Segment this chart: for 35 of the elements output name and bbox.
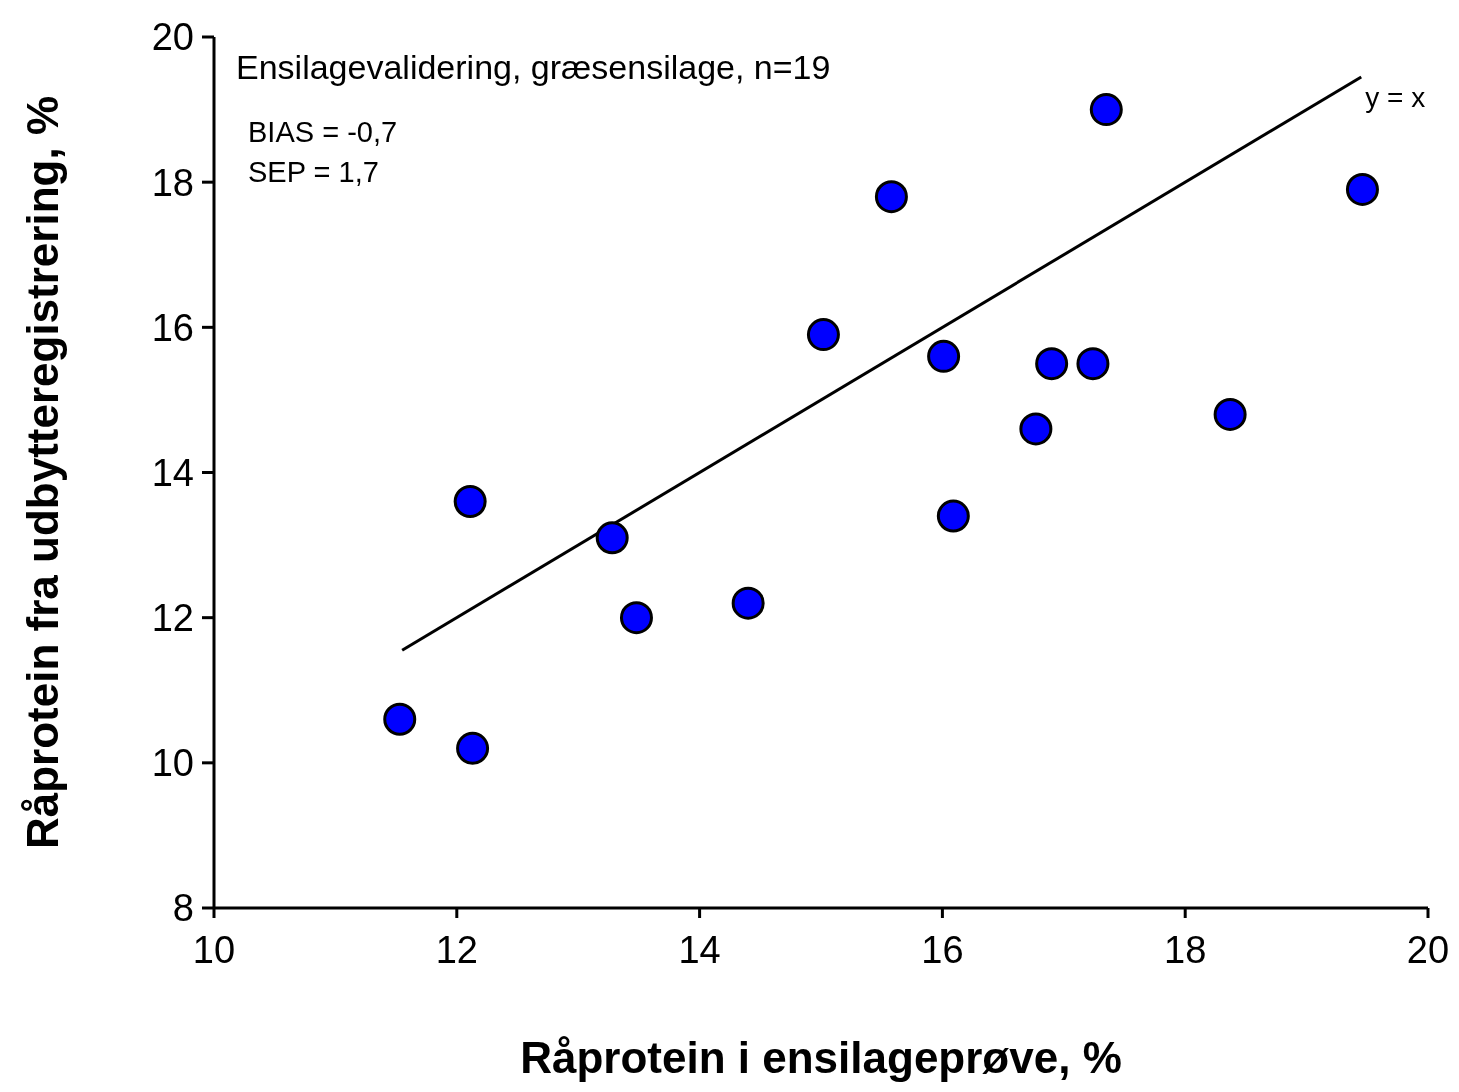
point <box>1089 93 1123 127</box>
x-tick-label: 20 <box>1406 928 1450 971</box>
annotation: Ensilagevalidering, græsensilage, n=19 <box>236 48 831 87</box>
point <box>874 180 908 214</box>
x-tick-label: 18 <box>1164 928 1207 971</box>
point <box>1345 172 1379 206</box>
point <box>595 521 629 555</box>
point <box>1076 347 1110 381</box>
point <box>927 339 961 373</box>
annotation: SEP = 1,7 <box>248 156 379 189</box>
point <box>1035 347 1069 381</box>
x-tick-label: 16 <box>921 928 964 971</box>
x-tick-label: 14 <box>678 928 721 971</box>
point <box>456 731 490 765</box>
point <box>619 601 653 635</box>
point <box>936 499 970 533</box>
point <box>453 485 487 519</box>
point <box>731 586 765 620</box>
y-tick-label: 12 <box>151 597 194 640</box>
x-axis-title: Råprotein i ensilageprøve, % <box>520 1033 1122 1082</box>
point <box>1213 397 1247 431</box>
y-axis-title: Råprotein fra udbytteregistrering, % <box>17 95 67 850</box>
series-label: y = x <box>1365 81 1426 113</box>
point <box>806 318 840 352</box>
y-tick-label: 16 <box>151 306 194 349</box>
point <box>1019 412 1053 446</box>
point <box>383 702 417 736</box>
x-tick-label: 10 <box>192 928 236 971</box>
x-tick-label: 12 <box>435 928 478 971</box>
y-tick-label: 8 <box>172 887 194 930</box>
annotation: BIAS = -0,7 <box>248 116 398 149</box>
y-tick-label: 20 <box>151 16 194 59</box>
y-tick-label: 18 <box>151 161 194 204</box>
y-tick-label: 10 <box>151 742 194 785</box>
y-tick-label: 14 <box>151 451 194 494</box>
